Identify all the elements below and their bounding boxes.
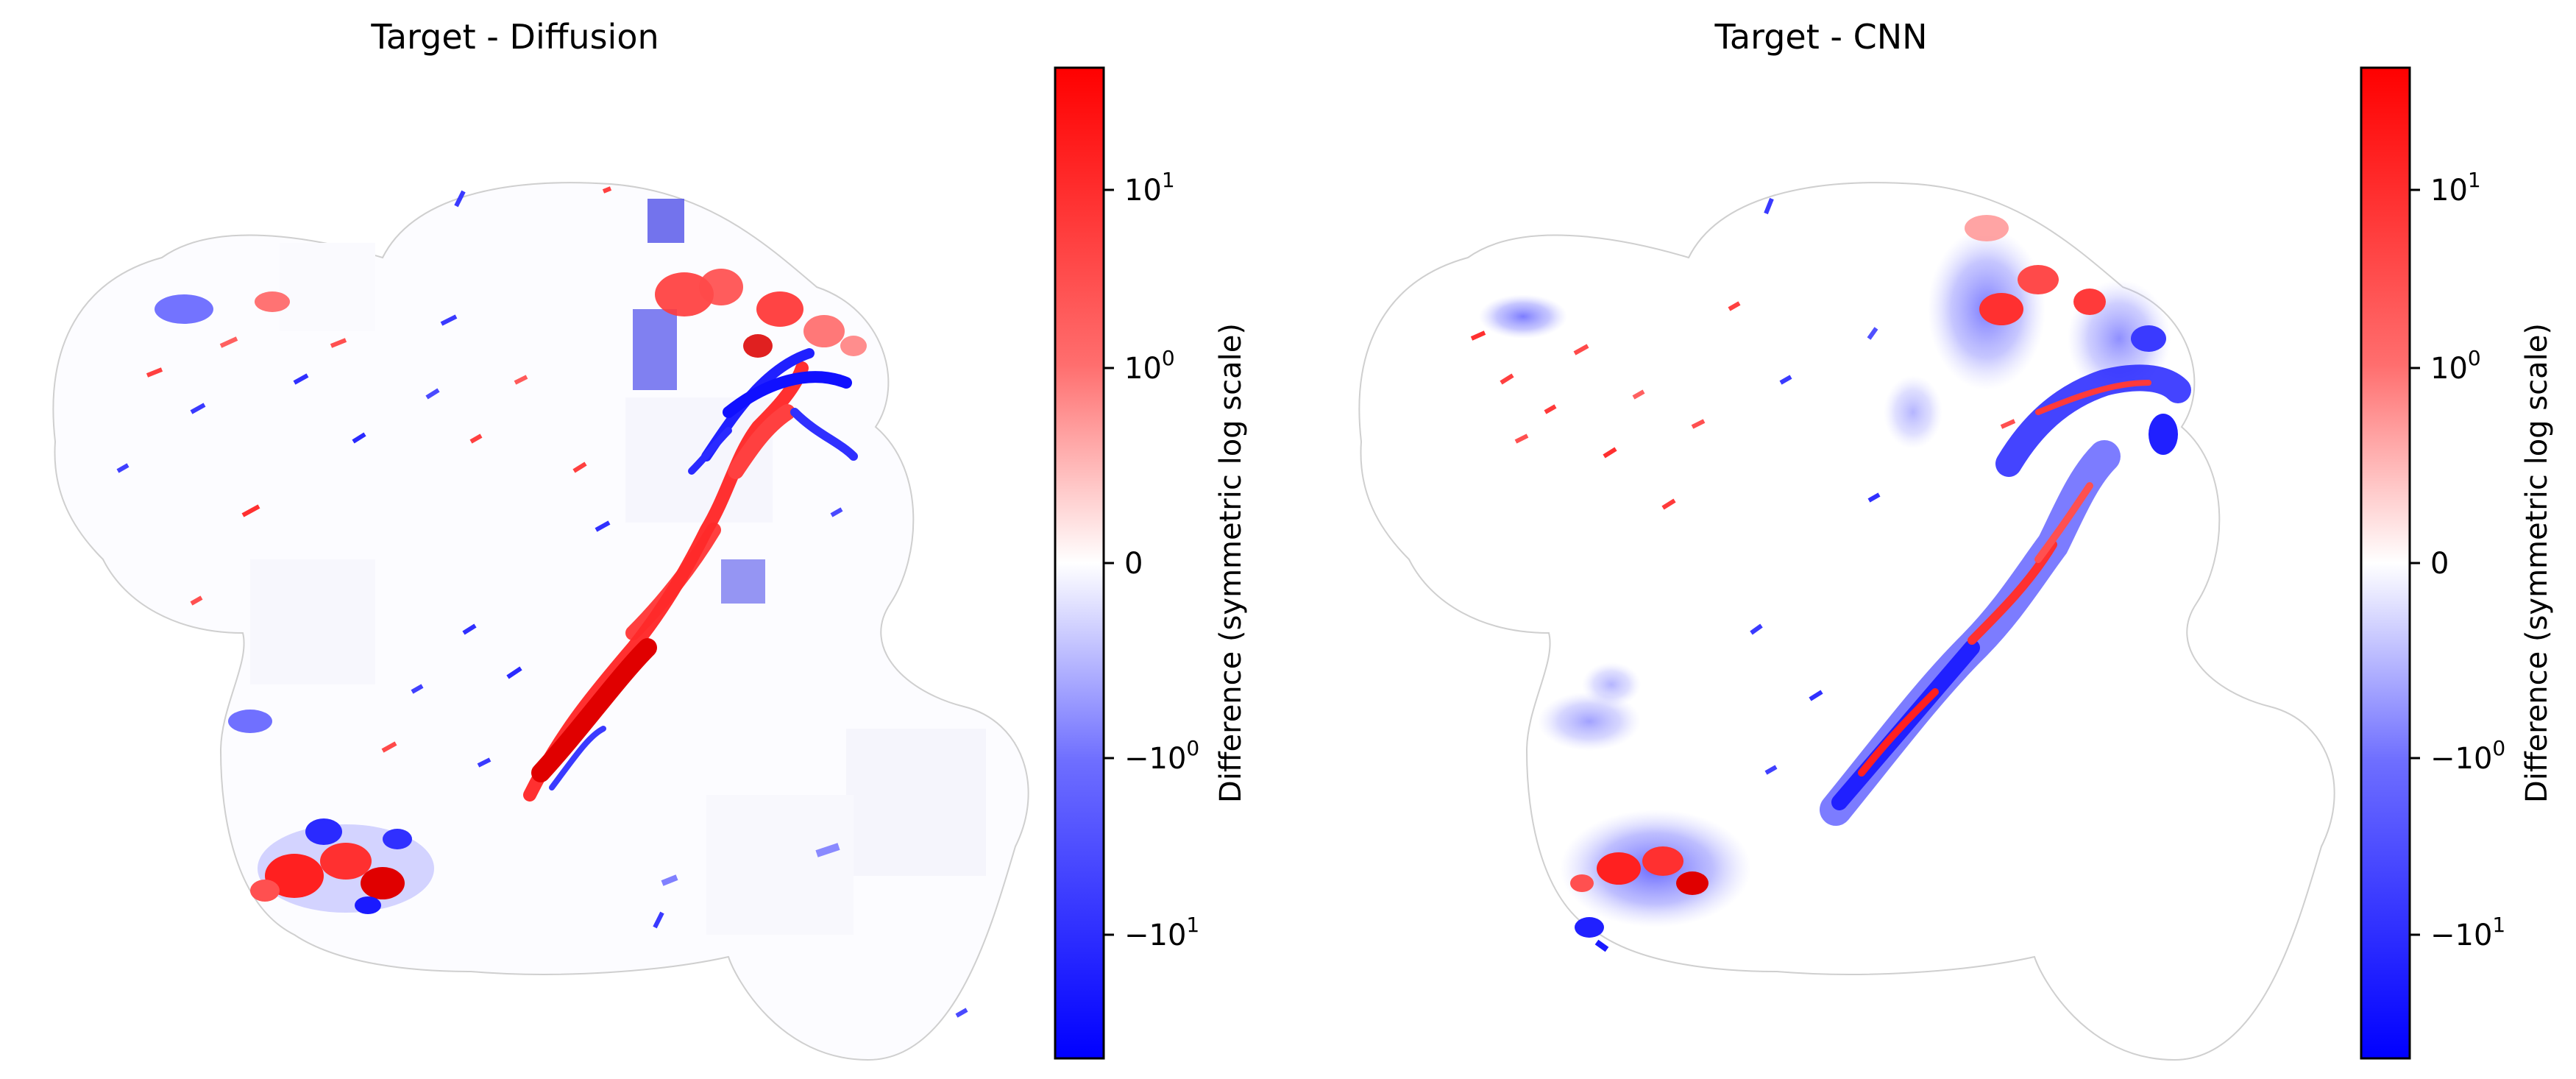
blue-block [721,559,765,604]
colorbar-ticks [2410,188,2420,936]
colorbar: 101 100 0 −100 −101 Difference (symmetri… [2360,66,2554,1060]
colorbar: 101 100 0 −100 −101 Difference (symmetri… [1054,66,1248,1060]
tick-label: −100 [1124,736,1199,776]
tick-label: 100 [2430,346,2481,386]
scatter-marks [1470,197,2016,952]
tick-label: 100 [1124,346,1175,386]
colorbar-gradient [2360,66,2411,1060]
tick-label: 101 [2430,168,2481,208]
map-area [52,182,1029,1061]
blue-block [633,309,677,390]
scatter-marks [116,186,968,1018]
panel-cnn: Target - CNN [1358,17,2554,1061]
panel-title: Target - Diffusion [370,17,659,57]
tick-label: 101 [1124,168,1175,208]
tick-label: −100 [2430,736,2505,776]
tick-label: −101 [2430,913,2505,952]
colorbar-label: Difference (symmetric log scale) [2520,323,2554,803]
map-area [1358,182,2335,1061]
colorbar-gradient [1054,66,1105,1060]
colorbar-label: Difference (symmetric log scale) [1214,323,1248,803]
tick-label: −101 [1124,913,1199,952]
tick-label: 0 [2430,547,2449,581]
panel-title: Target - CNN [1714,17,1927,57]
colorbar-ticks [1104,188,1114,936]
tick-label: 0 [1124,547,1143,581]
panel-diffusion: Target - Diffusion [52,17,1248,1061]
blue-block [647,199,684,243]
